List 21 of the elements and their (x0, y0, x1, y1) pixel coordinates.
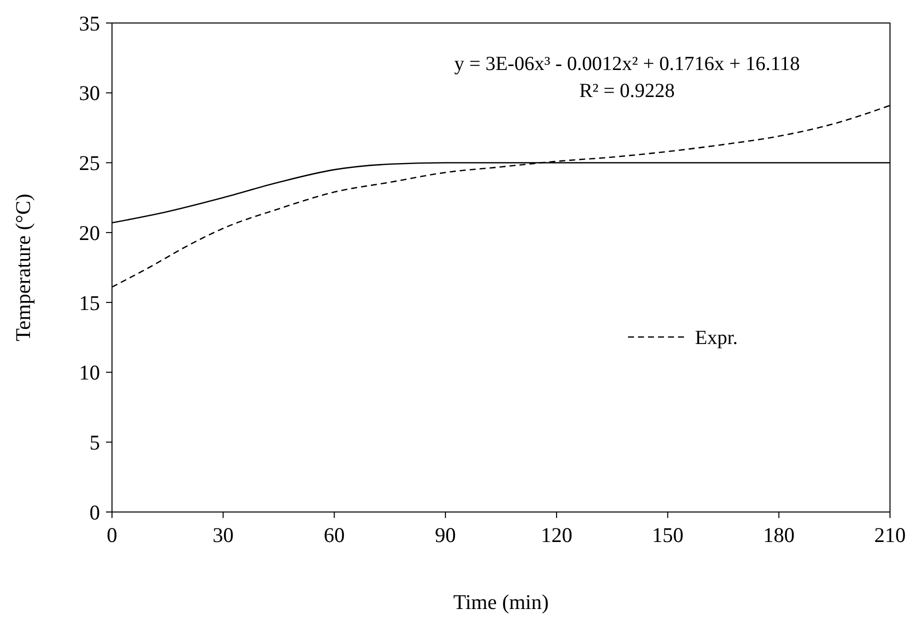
y-tick-label: 35 (79, 11, 100, 36)
x-tick-label: 90 (434, 523, 456, 547)
legend-label: Expr. (695, 327, 738, 349)
x-tick-label: 60 (324, 523, 345, 547)
y-tick-label: 15 (79, 290, 100, 315)
y-tick-label: 10 (79, 360, 100, 385)
x-tick-label: 30 (212, 523, 234, 547)
x-tick-label: 0 (106, 523, 118, 547)
x-tick-label: 180 (763, 523, 795, 547)
y-tick-label: 30 (79, 81, 100, 106)
x-tick-label: 150 (652, 523, 684, 547)
y-tick-label: 5 (90, 430, 100, 454)
x-tick-label: 210 (874, 523, 906, 547)
y-tick-label: 25 (79, 151, 100, 176)
y-tick-label: 20 (79, 220, 100, 245)
annotation: R² = 0.9228 (579, 80, 675, 102)
y-axis-title: Temperature (°C) (11, 194, 35, 342)
annotation: y = 3E-06x³ - 0.0012x² + 0.1716x + 16.118 (454, 53, 800, 75)
y-tick-label: 0 (90, 500, 100, 524)
x-axis-title: Time (min) (453, 590, 549, 614)
x-tick-label: 120 (540, 523, 572, 547)
